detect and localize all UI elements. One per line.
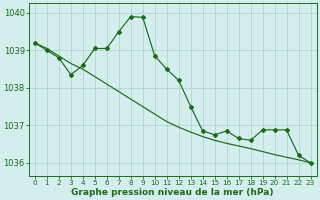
X-axis label: Graphe pression niveau de la mer (hPa): Graphe pression niveau de la mer (hPa) bbox=[71, 188, 274, 197]
